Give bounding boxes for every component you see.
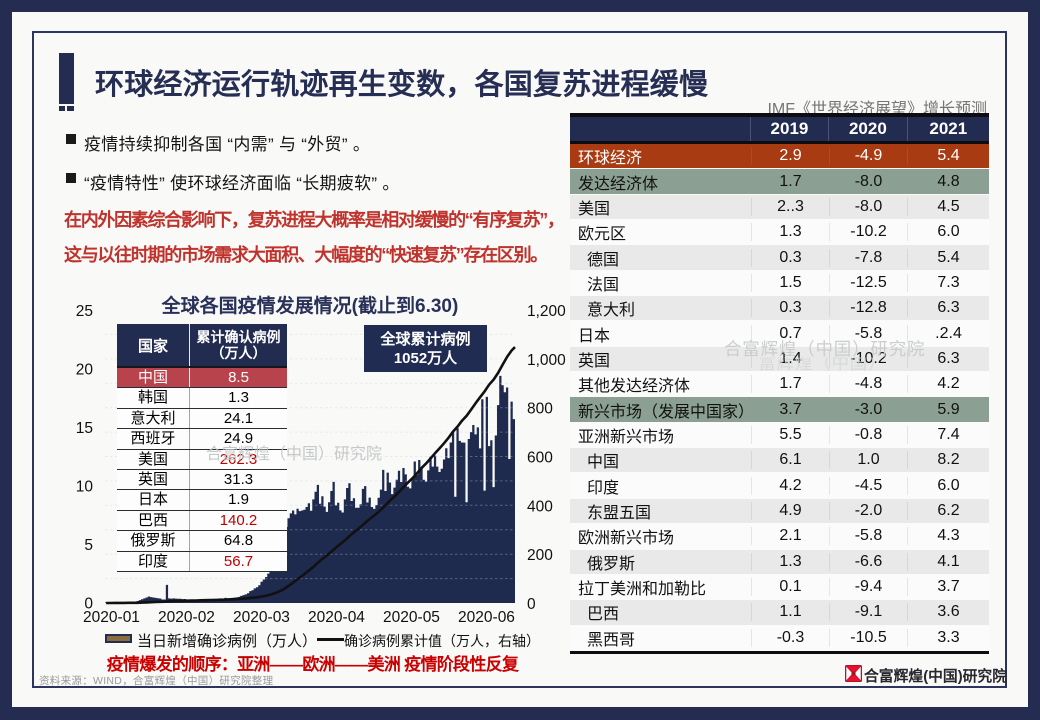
svg-text:2020-01: 2020-01 [83, 609, 140, 626]
svg-text:600: 600 [527, 450, 553, 467]
svg-text:800: 800 [527, 401, 553, 418]
svg-text:10: 10 [76, 479, 94, 496]
svg-text:0: 0 [527, 596, 536, 613]
svg-text:25: 25 [76, 303, 93, 320]
svg-text:5: 5 [84, 537, 93, 554]
svg-text:2020-04: 2020-04 [308, 609, 365, 626]
svg-text:2020-03: 2020-03 [233, 609, 290, 626]
svg-text:20: 20 [76, 362, 94, 379]
svg-text:15: 15 [76, 420, 93, 437]
svg-text:2020-05: 2020-05 [383, 609, 440, 626]
svg-text:2020-06: 2020-06 [458, 609, 515, 626]
svg-text:0: 0 [84, 596, 93, 613]
svg-text:1,000: 1,000 [527, 352, 566, 369]
svg-text:2020-02: 2020-02 [158, 609, 215, 626]
svg-text:200: 200 [527, 547, 553, 564]
svg-text:400: 400 [527, 498, 553, 515]
svg-text:1,200: 1,200 [527, 303, 566, 320]
